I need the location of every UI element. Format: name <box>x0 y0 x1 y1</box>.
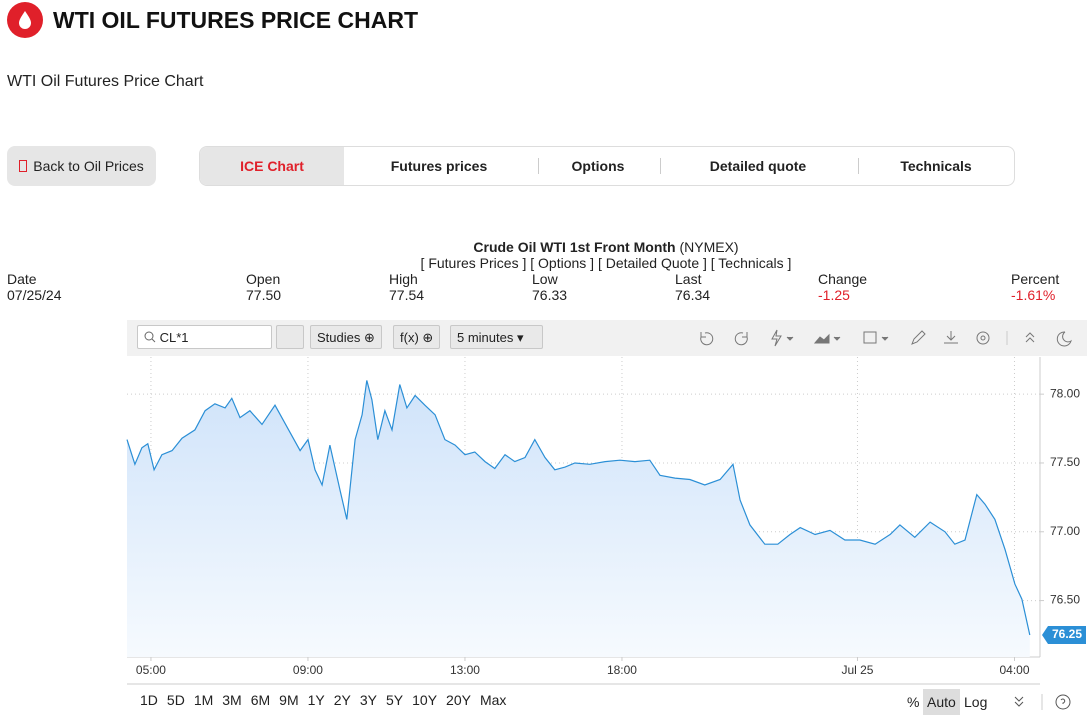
symbol-box[interactable]: CL*1 <box>137 325 272 349</box>
tab-bar: ICE Chart Futures prices Options Detaile… <box>199 146 1015 186</box>
range-button[interactable]: 6M <box>250 692 271 708</box>
interval: 5 minutes <box>457 330 514 345</box>
quote-column: High 77.54 <box>389 271 424 303</box>
range-button[interactable]: 5D <box>166 692 185 708</box>
quote-column: Date 07/25/24 <box>7 271 62 303</box>
chart: 76.50 77.00 77.50 78.00 05:00 09:00 13:00 18:00… <box>126 357 1086 685</box>
tab[interactable]: Futures prices <box>390 158 488 174</box>
quote-value: 77.54 <box>389 287 425 303</box>
quote-value: 07/25/24 <box>7 287 62 303</box>
x-tick-label: 13:00 <box>450 663 480 677</box>
fx: f(x) <box>400 330 419 345</box>
range-button[interactable]: 1M <box>193 692 214 708</box>
x-tick-label: Jul 25 <box>841 663 873 677</box>
chart-toolbar: CL*1 Studies ⊕ f(x) ⊕ 5 minutes ▾ <box>127 320 1087 356</box>
fx-button[interactable]: f(x) ⊕ <box>393 325 441 349</box>
logo-icon <box>19 11 31 29</box>
footer-icons <box>1014 694 1071 710</box>
back-button[interactable]: Back to Oil Prices <box>7 146 156 186</box>
quote-column: Last 76.34 <box>675 271 710 303</box>
tab[interactable]: Options <box>571 158 625 174</box>
page-subtitle: WTI Oil Futures Price Chart <box>7 73 204 90</box>
range-button[interactable]: 10Y <box>412 692 438 708</box>
quote-label: High <box>389 271 418 287</box>
quote-label: Low <box>532 271 558 287</box>
quote-value: -1.61% <box>1011 287 1056 303</box>
quote-value: 76.34 <box>675 287 711 303</box>
studies-button[interactable]: Studies ⊕ <box>310 325 382 349</box>
interval-button[interactable]: 5 minutes ▾ <box>450 325 543 349</box>
y-tick-label: 77.50 <box>1050 455 1080 469</box>
quote-column: Change -1.25 <box>818 271 867 303</box>
area <box>127 380 1030 657</box>
line <box>126 380 1031 636</box>
scale-option[interactable]: Auto <box>923 689 960 715</box>
range-button[interactable]: 1Y <box>307 692 325 708</box>
quote-value: 77.50 <box>246 287 282 303</box>
quote-links[interactable]: [ Futures Prices ] [ Options ] [ Detaile… <box>420 255 792 271</box>
range-button[interactable]: 20Y <box>446 692 471 708</box>
compare-button[interactable] <box>276 325 304 349</box>
instrument: Crude Oil WTI 1st Front Month <box>473 239 676 255</box>
range-button[interactable]: 2Y <box>333 692 351 708</box>
symbol: CL*1 <box>159 330 189 345</box>
quote-column: Low 76.33 <box>532 271 567 303</box>
quote-label: Date <box>7 271 37 287</box>
toolbar-icons <box>700 329 1072 347</box>
range-button[interactable]: 1D <box>140 692 158 708</box>
quote-label: Last <box>675 271 702 287</box>
y-tick-label: 76.50 <box>1050 593 1080 607</box>
page-title: WTI OIL FUTURES PRICE CHART <box>53 7 419 33</box>
studies: Studies <box>317 330 361 345</box>
quote-label: Change <box>818 271 868 287</box>
y-tick-label: 78.00 <box>1050 386 1080 400</box>
range-button[interactable]: Max <box>479 692 507 708</box>
tab[interactable]: Technicals <box>900 158 972 174</box>
y-tick-label: 77.00 <box>1050 524 1080 538</box>
range-button[interactable]: 3M <box>222 692 242 708</box>
quote-label: Percent <box>1011 271 1060 287</box>
back-label: Back to Oil Prices <box>33 158 144 174</box>
quote-column: Percent -1.61% <box>1011 271 1059 303</box>
x-tick-label: 05:00 <box>136 663 166 677</box>
range-button[interactable]: 9M <box>279 692 299 708</box>
range-button[interactable]: 5Y <box>386 692 404 708</box>
last-price-tag <box>1042 625 1086 644</box>
quote-name: Crude Oil WTI 1st Front Month (NYMEX) <box>0 239 1090 255</box>
range-button[interactable]: 3Y <box>359 692 377 708</box>
quote-column: Open 77.50 <box>246 271 281 303</box>
last-price-label: 76.25 <box>1052 627 1082 641</box>
tab[interactable]: Detailed quote <box>709 158 807 174</box>
x-tick-label: 09:00 <box>293 663 323 677</box>
x-tick-label: 04:00 <box>999 663 1029 677</box>
quote-value: -1.25 <box>818 287 850 303</box>
logo <box>7 2 43 38</box>
scale-option[interactable]: % <box>907 694 920 710</box>
range-selector: 1D 5D 1M 3M 6M 9M 1Y 2Y 3Y 5Y 10Y 20Y Max <box>140 692 515 708</box>
exchange: (NYMEX) <box>679 239 739 255</box>
tab[interactable]: ICE Chart <box>200 147 344 185</box>
scale-option[interactable]: Log <box>964 694 988 710</box>
quote-value: 76.33 <box>532 287 568 303</box>
quote-label: Open <box>246 271 281 287</box>
x-tick-label: 18:00 <box>607 663 637 677</box>
